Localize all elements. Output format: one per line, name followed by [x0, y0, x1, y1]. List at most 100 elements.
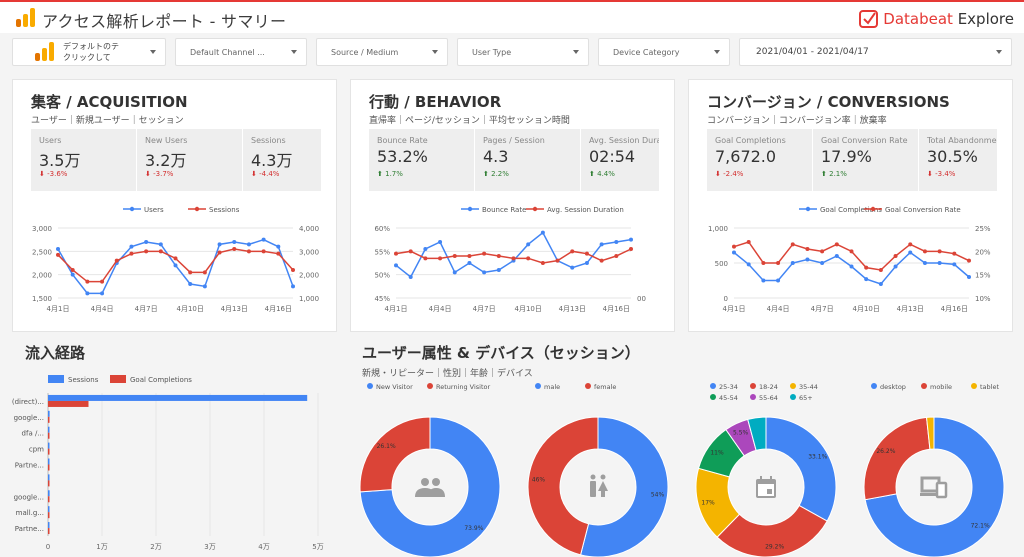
data-point [834, 254, 839, 258]
data-point [217, 250, 222, 255]
bar-goal-completions [48, 416, 50, 423]
x-tick-label: 4月16日 [603, 305, 630, 313]
legend-label: 65+ [799, 394, 813, 402]
account-selector[interactable]: デフォルトのテ クリックして [12, 38, 166, 66]
kpi-value: 53.2% [377, 147, 428, 166]
legend-marker [427, 383, 433, 389]
legend-marker [790, 394, 796, 400]
arrow-up-icon: ⬆ [821, 170, 827, 178]
usertype-filter[interactable]: User Type [457, 38, 589, 66]
bar-sessions [48, 458, 50, 465]
legend-label: Sessions [209, 206, 240, 214]
kpi-bounce-rate: Bounce Rate 53.2% ⬆ 1.7% [369, 129, 474, 191]
legend-label: tablet [980, 383, 999, 391]
legend-label: female [594, 383, 616, 391]
x-tick-label: 4月16日 [941, 305, 968, 313]
data-point [100, 291, 105, 296]
legend-marker [535, 383, 541, 389]
data-point [408, 249, 413, 254]
x-tick-label: 1万 [96, 543, 107, 551]
data-point [540, 230, 545, 235]
data-point [834, 242, 839, 247]
x-tick-label: 0 [46, 543, 50, 551]
kpi-delta: ⬆ 4.4% [589, 170, 615, 178]
date-range-picker[interactable]: 2021/04/01 - 2021/04/17 [739, 38, 1012, 66]
section-subtitle: コンバージョン｜コンバージョン率｜放棄率 [707, 116, 887, 126]
data-point [922, 261, 927, 265]
y2-tick-label: 3,000 [299, 248, 319, 256]
y-tick-label: 55% [374, 248, 390, 256]
data-point [526, 256, 531, 261]
data-point [188, 270, 193, 275]
x-tick-label: 4月10日 [853, 305, 880, 313]
legend-label: 55-64 [759, 394, 778, 402]
data-point [820, 249, 825, 254]
bar-goal-completions [48, 432, 50, 439]
x-tick-label: 4月10日 [177, 305, 204, 313]
category-label: (direct)... [12, 398, 44, 406]
section-title: コンバージョン / CONVERSIONS [707, 93, 950, 111]
kpi-label: New Users [145, 136, 188, 145]
data-point [937, 249, 942, 254]
chevron-down-icon [432, 50, 438, 54]
data-point [511, 256, 516, 261]
data-point [908, 242, 913, 247]
section-title: 行動 / BEHAVIOR [369, 93, 502, 111]
channel-filter[interactable]: Default Channel ... [175, 38, 307, 66]
legend-marker [921, 383, 927, 389]
filter-bar: デフォルトのテ クリックして Default Channel ... Sourc… [0, 36, 1024, 68]
data-point [70, 268, 75, 272]
data-point [217, 242, 222, 247]
slice-label: 46% [532, 476, 546, 483]
x-tick-label: 4月13日 [221, 305, 248, 313]
calendar-icon [756, 476, 776, 498]
legend-swatch [48, 375, 64, 383]
kpi-label: Total Abandonment Rate [927, 136, 997, 145]
donut-slice [716, 504, 828, 557]
x-tick-label: 4月4日 [767, 305, 790, 313]
y2-tick-label: 4,000 [299, 225, 319, 233]
data-point [849, 264, 854, 269]
chevron-down-icon [291, 50, 297, 54]
x-tick-label: 4月16日 [265, 305, 292, 313]
slice-label: 73.9% [464, 525, 483, 532]
device-filter[interactable]: Device Category [598, 38, 730, 66]
donut-slice [359, 416, 431, 493]
bar-goal-completions [48, 512, 50, 519]
data-point [599, 242, 604, 247]
x-tick-label: 3万 [204, 543, 215, 551]
analytics-logo-icon [35, 42, 54, 61]
conversions-card: コンバージョン / CONVERSIONS コンバージョン｜コンバージョン率｜放… [688, 79, 1013, 332]
slice-label: 33.1% [808, 454, 827, 461]
data-point [761, 278, 766, 283]
data-point [540, 261, 545, 265]
data-point [922, 249, 927, 254]
data-point [276, 251, 281, 256]
source-filter[interactable]: Source / Medium [316, 38, 448, 66]
legend-label: Returning Visitor [436, 383, 491, 391]
x-tick-label: 4月7日 [473, 305, 496, 313]
kpi-delta: ⬆ 1.7% [377, 170, 403, 178]
kpi-label: Sessions [251, 136, 286, 145]
data-point [732, 250, 736, 255]
traffic-bar-chart: Sessions Goal Completions 0 1万 2万 3万 4万 5万 (dire… [12, 375, 324, 551]
chevron-down-icon [573, 50, 579, 54]
brand-name: Databeat Explore [883, 10, 1014, 28]
kpi-value: 02:54 [589, 147, 636, 166]
legend-marker [467, 206, 473, 212]
data-point [864, 265, 869, 270]
acquisition-line-chart: Users Sessions 1,500 2,000 2,500 3,000 1,000 2,… [32, 206, 319, 313]
slice-label: 17% [701, 500, 715, 507]
account-line-1: デフォルトのテ [63, 42, 119, 51]
bar-goal-completions [48, 496, 50, 503]
legend-label: Bounce Rate [482, 206, 526, 214]
chevron-down-icon [996, 50, 1002, 54]
y2-tick-label: 1,000 [299, 295, 319, 303]
legend-marker [532, 206, 538, 212]
data-point [746, 262, 751, 267]
chevron-down-icon [714, 50, 720, 54]
data-point [467, 254, 472, 258]
kpi-label: Pages / Session [483, 136, 545, 145]
legend-marker [971, 383, 977, 389]
x-tick-label: 4月7日 [811, 305, 834, 313]
